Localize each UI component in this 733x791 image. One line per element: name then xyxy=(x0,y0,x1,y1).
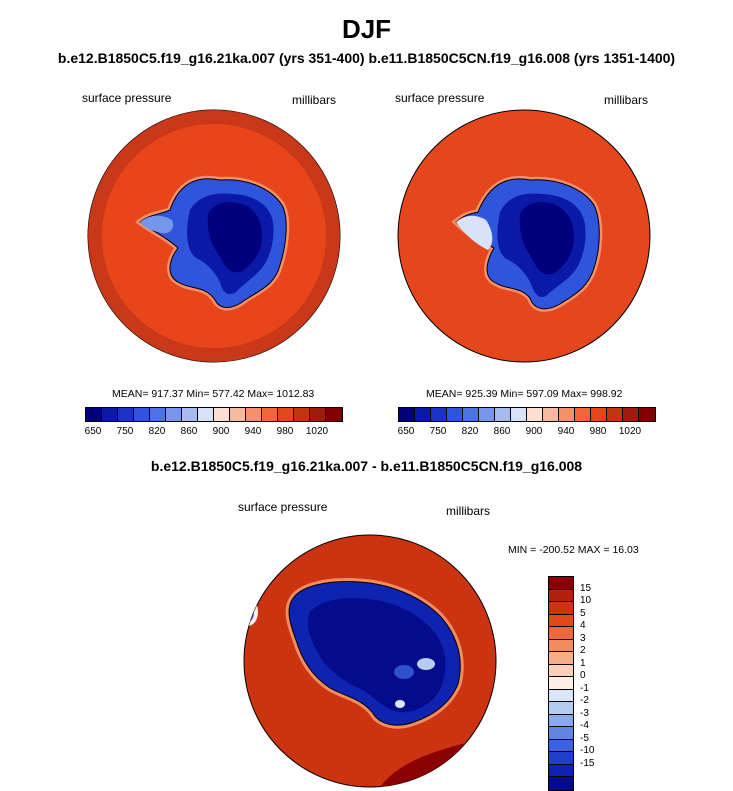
colorbar-tick-label: 4 xyxy=(580,620,586,631)
colorbar-swatch xyxy=(549,602,573,615)
colorbar-swatch xyxy=(549,714,573,727)
colorbar-swatch xyxy=(431,408,447,421)
colorbar-tick-label: 750 xyxy=(429,426,447,437)
panel1-colorbar xyxy=(85,407,343,422)
colorbar-swatch xyxy=(326,408,342,421)
colorbar-swatch xyxy=(549,589,573,602)
colorbar-swatch xyxy=(262,408,278,421)
colorbar-tick-label: 980 xyxy=(589,426,607,437)
colorbar-tick-label: -1 xyxy=(580,682,589,694)
colorbar-tick-label: 900 xyxy=(525,426,543,437)
diff-variable-label: surface pressure xyxy=(238,500,328,514)
cases-subtitle: b.e12.B1850C5.f19_g16.21ka.007 (yrs 351-… xyxy=(57,50,676,66)
colorbar-swatch xyxy=(182,408,198,421)
colorbar-swatch xyxy=(118,408,134,421)
colorbar-tick-label: 1020 xyxy=(618,426,642,437)
colorbar-tick-label: -5 xyxy=(580,732,589,744)
panel2-variable-label: surface pressure xyxy=(395,91,485,105)
colorbar-swatch xyxy=(607,408,623,421)
colorbar-tick-label: 650 xyxy=(397,426,415,437)
panel2-colorbar xyxy=(398,407,656,422)
colorbar-tick-label: 980 xyxy=(276,426,294,437)
colorbar-swatch xyxy=(549,652,573,665)
colorbar-tick-label: 1 xyxy=(580,657,586,669)
colorbar-swatch xyxy=(102,408,118,421)
season-title: DJF xyxy=(341,14,392,44)
diff-units-label: millibars xyxy=(446,504,491,518)
colorbar-tick-label: 940 xyxy=(557,426,575,437)
panel1-stats: MEAN= 917.37 Min= 577.42 Max= 1012.83 xyxy=(112,388,315,400)
colorbar-swatch xyxy=(591,408,607,421)
colorbar-swatch xyxy=(639,408,655,421)
panel2-units-label: millibars xyxy=(604,93,649,107)
colorbar-tick-label: -10 xyxy=(580,745,595,756)
colorbar-tick-label: 0 xyxy=(580,670,586,681)
colorbar-tick-label: 820 xyxy=(461,426,479,437)
colorbar-tick-label: 5 xyxy=(580,607,586,619)
colorbar-tick-label: -2 xyxy=(580,695,589,706)
colorbar-swatch xyxy=(549,664,573,677)
colorbar-swatch xyxy=(559,408,575,421)
colorbar-swatch xyxy=(399,408,415,421)
colorbar-swatch xyxy=(511,408,527,421)
colorbar-swatch xyxy=(230,408,246,421)
colorbar-swatch xyxy=(575,408,591,421)
colorbar-swatch xyxy=(549,639,573,652)
colorbar-swatch xyxy=(527,408,543,421)
colorbar-swatch xyxy=(479,408,495,421)
colorbar-swatch xyxy=(549,627,573,640)
colorbar-tick-label: -4 xyxy=(580,720,589,731)
diff-stats: MIN = -200.52 MAX = 16.03 xyxy=(508,544,639,556)
colorbar-tick-label: 10 xyxy=(580,595,592,606)
colorbar-swatch xyxy=(549,752,573,765)
colorbar-swatch xyxy=(549,702,573,715)
colorbar-swatch xyxy=(415,408,431,421)
colorbar-tick-label: 860 xyxy=(180,426,198,437)
colorbar-swatch xyxy=(166,408,182,421)
colorbar-swatch xyxy=(543,408,559,421)
colorbar-swatch xyxy=(463,408,479,421)
colorbar-swatch xyxy=(294,408,310,421)
colorbar-swatch xyxy=(447,408,463,421)
colorbar-swatch xyxy=(310,408,326,421)
colorbar-swatch xyxy=(214,408,230,421)
colorbar-swatch xyxy=(198,408,214,421)
panel2-stats: MEAN= 925.39 Min= 597.09 Max= 998.92 xyxy=(426,388,623,400)
colorbar-swatch xyxy=(495,408,511,421)
colorbar-swatch xyxy=(549,739,573,752)
colorbar-swatch xyxy=(549,777,573,790)
colorbar-tick-label: -15 xyxy=(580,757,595,769)
colorbar-tick-label: 2 xyxy=(580,645,586,656)
colorbar-swatch xyxy=(549,614,573,627)
colorbar-tick-label: -3 xyxy=(580,707,589,719)
colorbar-tick-label: 900 xyxy=(212,426,230,437)
colorbar-tick-label: 1020 xyxy=(305,426,329,437)
colorbar-swatch xyxy=(549,677,573,690)
panel1-units-label: millibars xyxy=(292,93,337,107)
panel1-variable-label: surface pressure xyxy=(82,91,172,105)
colorbar-swatch xyxy=(549,727,573,740)
colorbar-swatch xyxy=(549,764,573,777)
colorbar-swatch xyxy=(549,689,573,702)
difference-title: b.e12.B1850C5.f19_g16.21ka.007 - b.e11.B… xyxy=(150,458,583,474)
diff-colorbar xyxy=(548,576,574,791)
colorbar-swatch xyxy=(278,408,294,421)
colorbar-tick-label: 750 xyxy=(116,426,134,437)
colorbar-tick-label: 940 xyxy=(244,426,262,437)
colorbar-tick-label: 3 xyxy=(580,632,586,644)
colorbar-tick-label: 860 xyxy=(493,426,511,437)
colorbar-tick-label: 15 xyxy=(580,582,592,594)
colorbar-swatch xyxy=(150,408,166,421)
colorbar-tick-label: 820 xyxy=(148,426,166,437)
colorbar-swatch xyxy=(549,577,573,590)
colorbar-swatch xyxy=(86,408,102,421)
colorbar-swatch xyxy=(246,408,262,421)
colorbar-swatch xyxy=(623,408,639,421)
colorbar-tick-label: 650 xyxy=(84,426,102,437)
colorbar-swatch xyxy=(134,408,150,421)
